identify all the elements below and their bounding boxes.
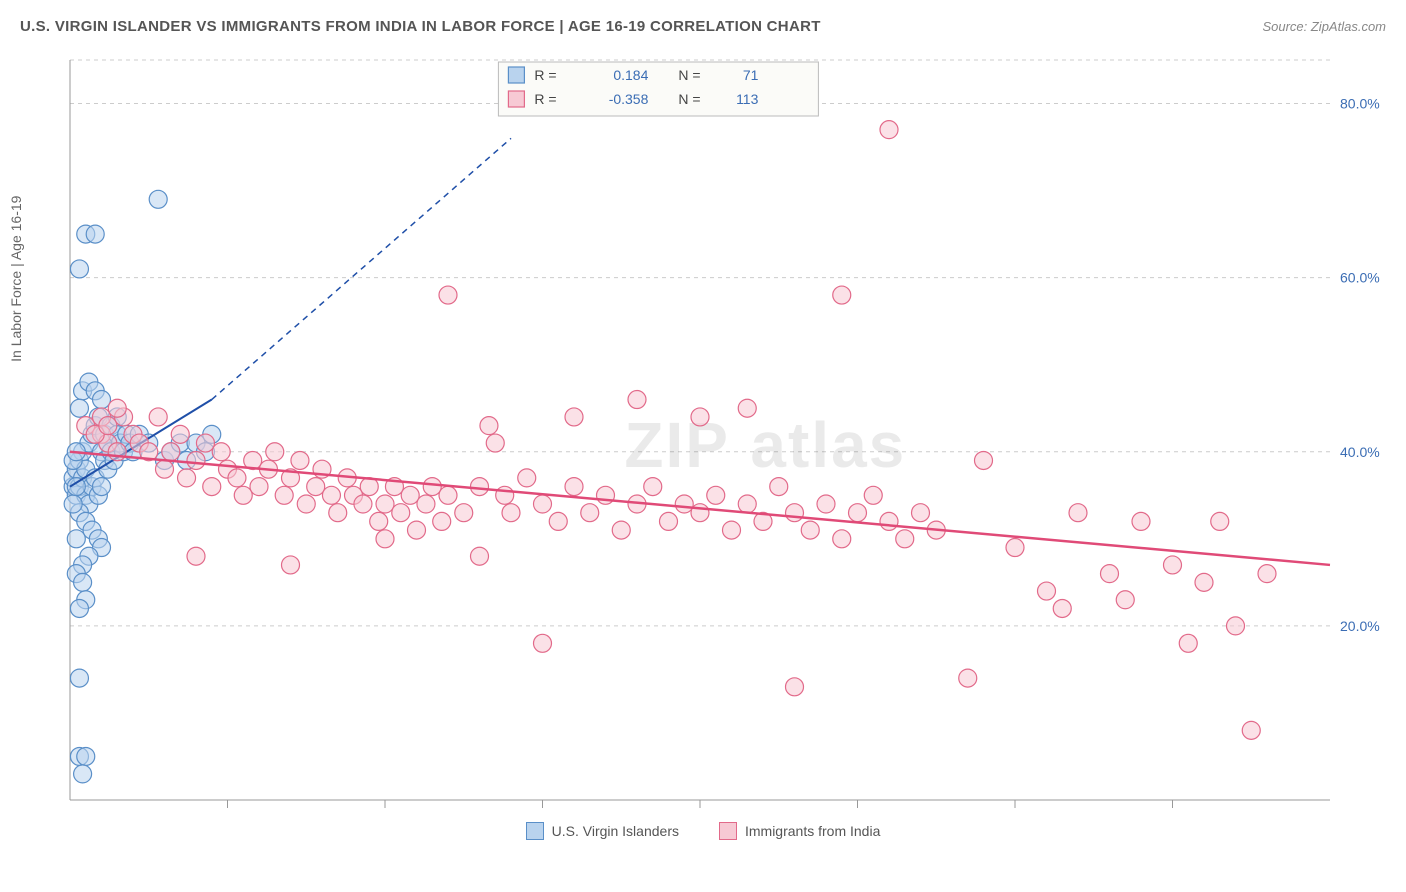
svg-text:20.0%: 20.0%	[1340, 618, 1380, 634]
svg-text:113: 113	[736, 91, 759, 107]
legend-swatch	[526, 822, 544, 840]
svg-text:-0.358: -0.358	[609, 91, 649, 107]
svg-text:R =: R =	[534, 67, 556, 83]
correlation-box: R = 0.184 N = 71 R = -0.358 N = 113	[498, 62, 818, 116]
svg-text:N =: N =	[678, 91, 700, 107]
svg-text:ZIP: ZIP	[624, 409, 730, 481]
svg-text:R =: R =	[534, 91, 556, 107]
y-axis-label: In Labor Force | Age 16-19	[8, 196, 24, 362]
chart-container: In Labor Force | Age 16-19 20.0%40.0%60.…	[20, 50, 1386, 840]
series-usvi	[64, 138, 511, 783]
svg-text:80.0%: 80.0%	[1340, 96, 1380, 112]
legend-swatch	[719, 822, 737, 840]
chart-title: U.S. VIRGIN ISLANDER VS IMMIGRANTS FROM …	[20, 18, 821, 35]
svg-text:N =: N =	[678, 67, 700, 83]
scatter-chart: 20.0%40.0%60.0%80.0%0.0%40.0%ZIPatlasR =…	[20, 50, 1386, 810]
svg-text:60.0%: 60.0%	[1340, 270, 1380, 286]
legend-label: Immigrants from India	[745, 823, 880, 839]
svg-text:71: 71	[743, 67, 759, 83]
svg-text:atlas: atlas	[750, 409, 906, 481]
source-label: Source: ZipAtlas.com	[1262, 19, 1386, 34]
legend-label: U.S. Virgin Islanders	[552, 823, 679, 839]
svg-text:0.184: 0.184	[613, 67, 648, 83]
legend-item: Immigrants from India	[719, 822, 880, 840]
svg-text:40.0%: 40.0%	[1340, 444, 1380, 460]
legend-item: U.S. Virgin Islanders	[526, 822, 679, 840]
legend: U.S. Virgin Islanders Immigrants from Ind…	[20, 822, 1386, 840]
